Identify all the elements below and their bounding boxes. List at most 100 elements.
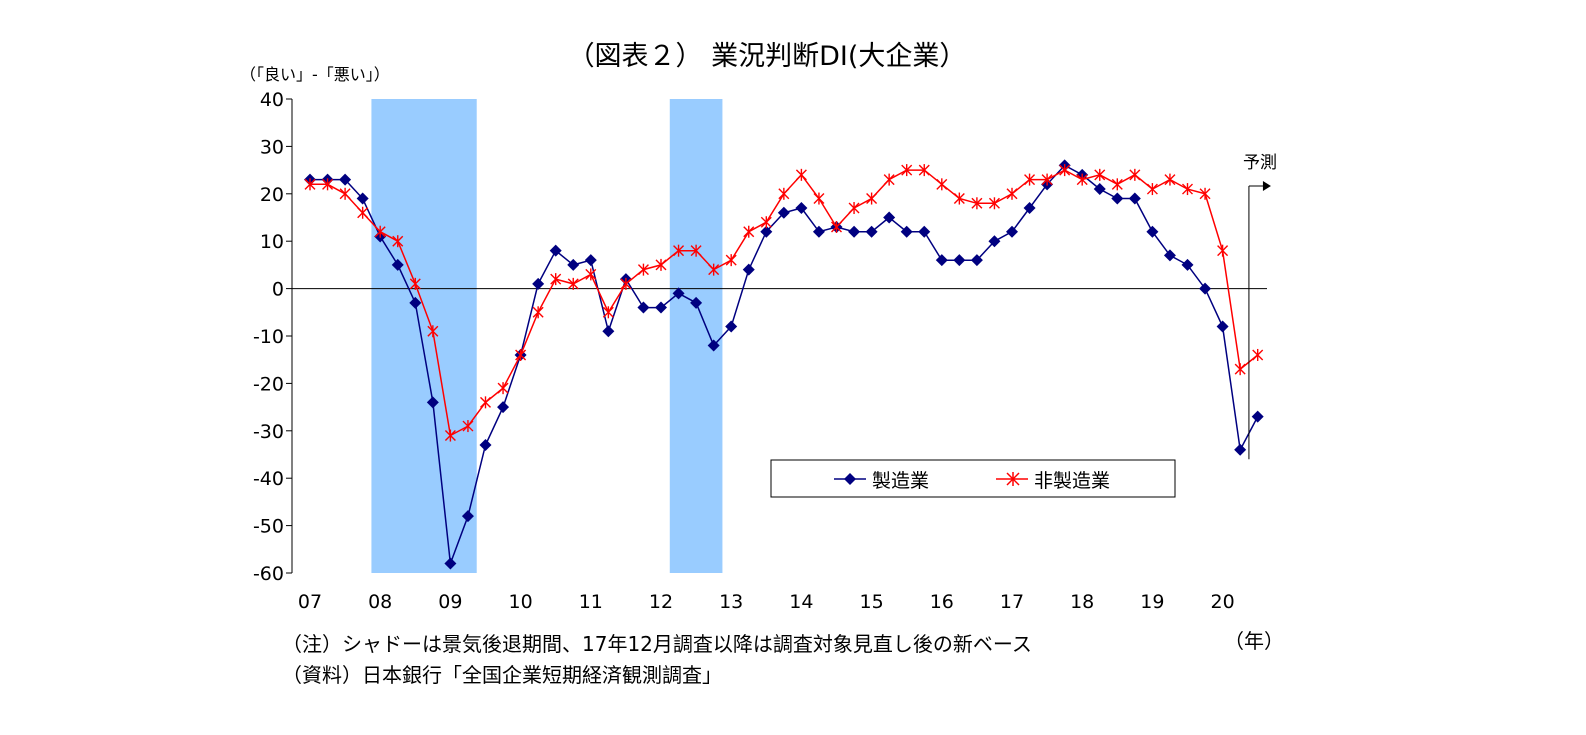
data-point [812,225,825,238]
recession-shade-1 [371,99,477,573]
data-point [708,263,720,276]
data-point [760,225,773,238]
data-point [1182,183,1193,196]
data-point [357,206,369,219]
x-tick-label: 07 [298,591,322,613]
data-point [392,235,404,248]
x-tick-label: 17 [1000,591,1024,613]
data-point [988,235,1001,248]
x-tick-label: 16 [930,591,954,613]
data-point [1252,348,1264,361]
data-point [690,244,702,257]
data-point [672,287,685,300]
data-point [1129,168,1141,181]
y-axis-label: （「良い」-「悪い」） [240,65,390,84]
data-point [725,254,737,267]
data-point [760,216,772,229]
data-point [462,420,474,433]
y-tick-label: 20 [260,184,284,206]
data-point [1181,258,1194,271]
data-point [444,429,456,442]
data-point [900,225,913,238]
x-tick-label: 19 [1140,591,1164,613]
data-point [1024,173,1036,186]
data-point [409,296,422,309]
y-tick-label: -40 [253,468,284,490]
y-tick-label: 0 [272,279,284,301]
data-point [1128,192,1141,205]
data-point [1234,443,1247,456]
data-point [1023,202,1036,215]
data-point [304,178,316,191]
data-point [549,244,562,257]
data-point [322,178,334,191]
x-axis-unit: （年） [1224,629,1284,653]
data-point [620,277,632,290]
x-tick-label: 18 [1070,591,1094,613]
data-point [936,178,948,191]
data-point [1216,320,1229,333]
y-tick-label: -30 [253,421,284,443]
data-point [883,173,895,186]
data-point [426,396,439,409]
data-point [637,263,649,276]
data-point [778,187,790,200]
legend-box [770,459,1176,498]
y-tick-label: 10 [260,231,284,253]
data-point [339,187,351,200]
data-point [602,325,615,338]
data-point [707,339,720,352]
legend: 製造業 非製造業 [770,459,1176,498]
data-point [866,192,878,205]
y-tick-label: -10 [253,326,284,348]
data-point [953,254,966,267]
data-point [532,306,544,319]
data-point [918,164,930,177]
data-point [935,254,948,267]
data-point [479,439,492,452]
data-point [637,301,650,314]
data-point [1251,410,1264,423]
data-point [743,225,755,238]
shade-layer [371,99,723,573]
data-point [848,202,860,215]
forecast-label: 予測 [1243,153,1277,173]
data-point [655,301,667,314]
data-point [1199,187,1211,200]
data-point [444,557,457,570]
x-tick-label: 15 [860,591,884,613]
data-point [953,192,965,205]
data-point [1111,192,1124,205]
data-point [1041,173,1053,186]
recession-shade-2 [669,99,723,573]
y-tick-label: -60 [253,563,284,585]
data-point [391,258,404,271]
data-point [918,225,931,238]
data-point [831,220,842,233]
data-point [1111,178,1123,191]
x-tick-label: 08 [368,591,392,613]
y-tick-label: 40 [260,89,284,111]
data-point [673,244,685,257]
forecast-layer: 予測 [1243,153,1277,460]
data-point [480,396,491,409]
forecast-arrow-head [1262,181,1271,191]
data-point [971,197,983,210]
x-tick-label: 20 [1211,591,1235,613]
series-layer [304,159,1264,570]
chart-title: （図表２） 業況判断DI(大企業） [568,41,967,72]
data-point [515,348,527,361]
data-point [901,164,913,177]
data-point [427,325,439,338]
data-point [1006,225,1018,238]
data-point [584,254,597,267]
legend-label-manufacturing: 製造業 [872,470,929,492]
data-point [988,197,1000,210]
data-point [1146,225,1159,238]
note-shadow: （注）シャドーは景気後退期間、17年12月調査以降は調査対象見直し後の新ベース [282,632,1032,656]
x-tick-label: 11 [579,591,603,613]
note-source: （資料）日本銀行「全国企業短期経済観測調査」 [282,663,722,687]
y-tick-label: -20 [253,373,284,395]
